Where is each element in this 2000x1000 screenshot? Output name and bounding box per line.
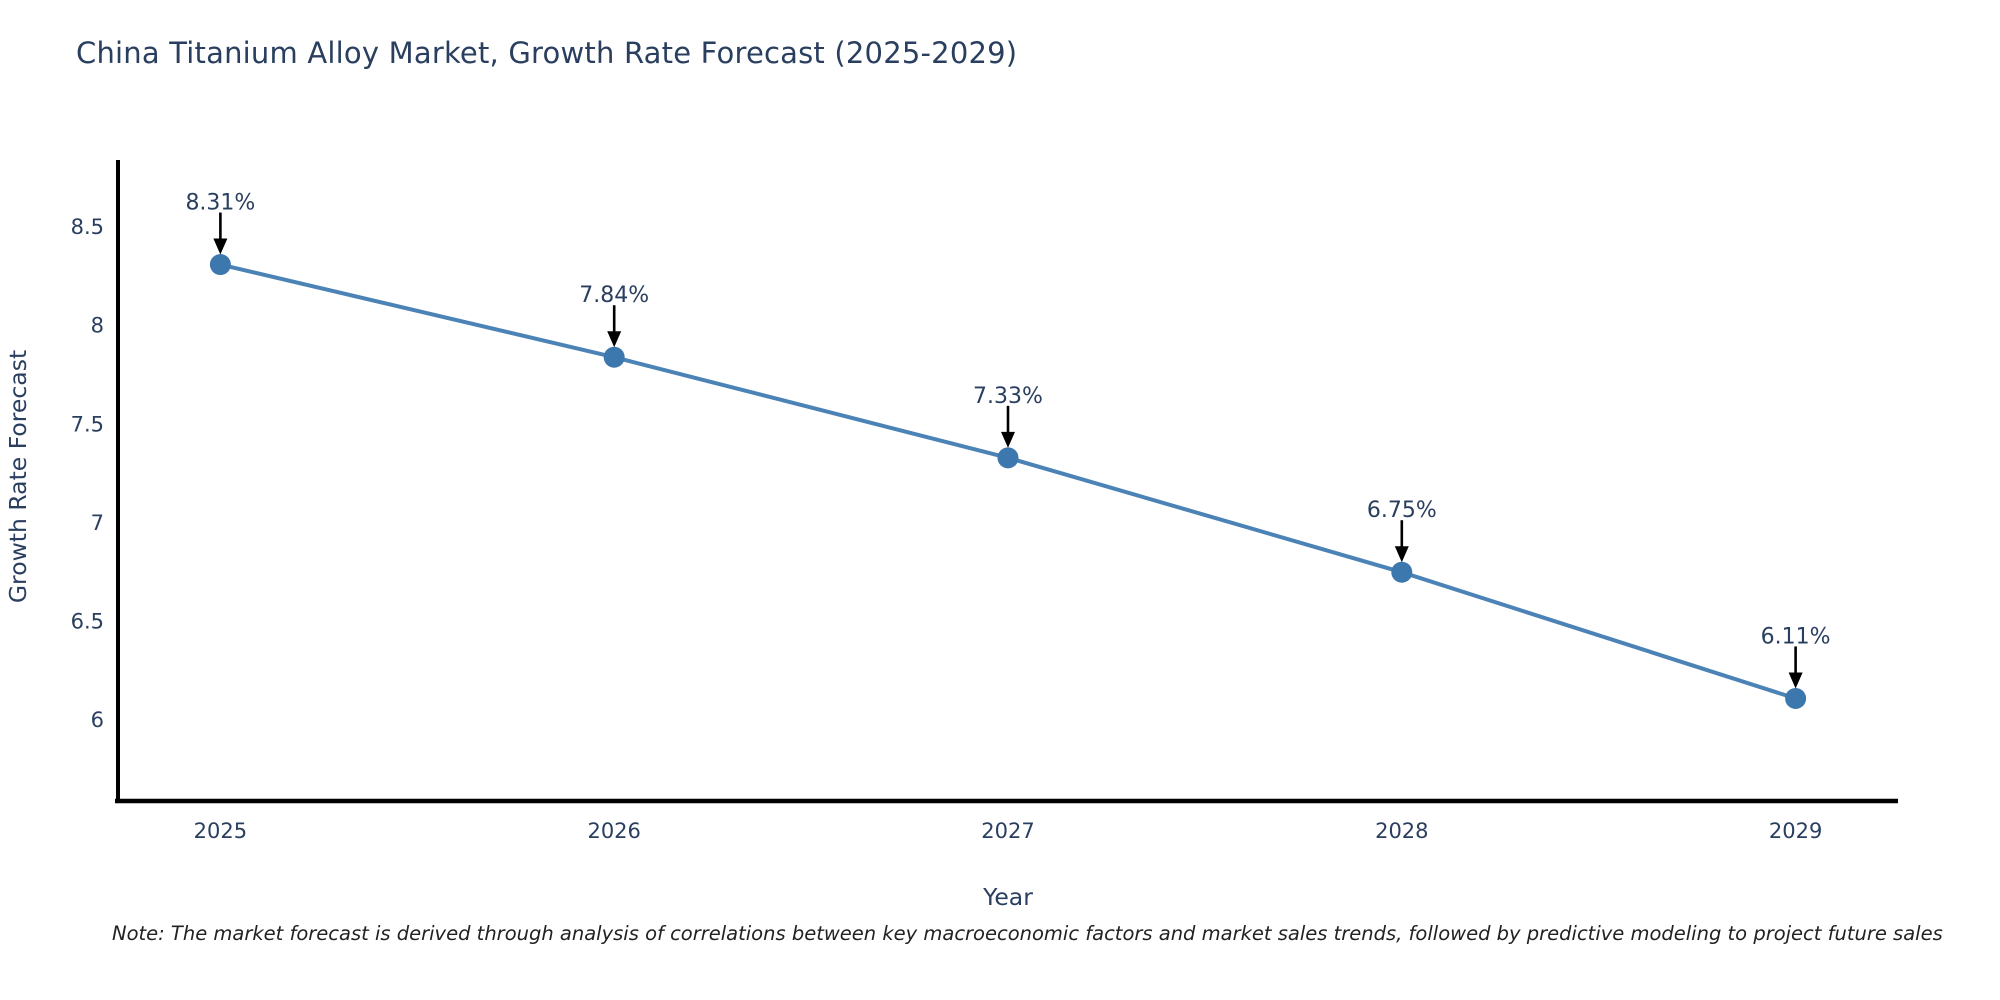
x-tick-label: 2026	[587, 819, 640, 843]
data-point-label: 6.11%	[1761, 624, 1831, 649]
chart-title: China Titanium Alloy Market, Growth Rate…	[76, 36, 1018, 70]
x-axis-title: Year	[982, 883, 1033, 911]
data-point-label: 7.33%	[973, 384, 1043, 409]
y-tick-label: 7	[91, 511, 104, 535]
annotation-arrowhead	[1394, 546, 1409, 563]
y-tick-label: 6	[91, 708, 104, 732]
y-axis-title: Growth Rate Forecast	[4, 350, 32, 603]
y-tick-label: 6.5	[71, 610, 104, 634]
data-point-label: 6.75%	[1367, 498, 1437, 523]
annotation-arrowhead	[1001, 431, 1015, 448]
data-point-marker	[1785, 687, 1807, 709]
x-tick-label: 2028	[1375, 819, 1428, 843]
annotation-arrowhead	[607, 331, 622, 348]
data-point-label: 8.31%	[185, 191, 255, 216]
x-tick-label: 2029	[1769, 819, 1822, 843]
data-point-label: 7.84%	[579, 283, 649, 308]
annotation-arrowhead	[213, 238, 228, 255]
y-tick-label: 8.5	[71, 215, 104, 239]
y-tick-label: 8	[91, 314, 104, 338]
data-point-marker	[603, 346, 625, 368]
data-point-marker	[1391, 561, 1413, 583]
x-tick-label: 2027	[981, 819, 1034, 843]
data-point-marker	[997, 447, 1019, 469]
y-tick-label: 7.5	[71, 412, 104, 436]
data-point-marker	[209, 254, 231, 276]
x-tick-label: 2025	[194, 819, 247, 843]
chart-footnote: Note: The market forecast is derived thr…	[112, 922, 1943, 945]
annotation-arrowhead	[1788, 672, 1803, 689]
series-line	[218, 262, 1798, 701]
